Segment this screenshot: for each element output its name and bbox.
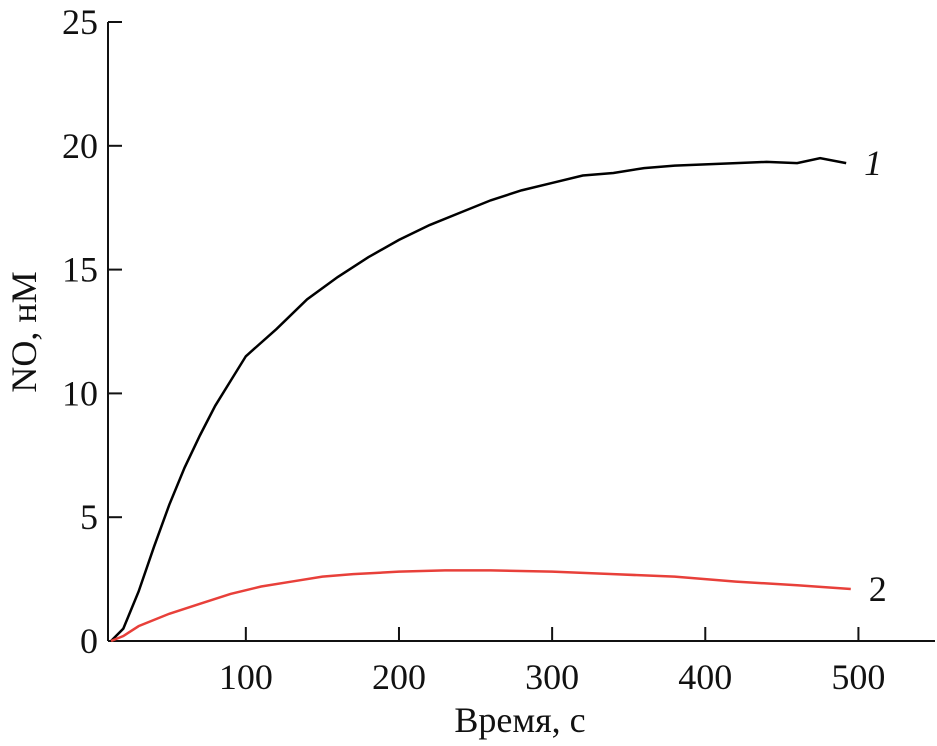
series-label: 1	[864, 143, 882, 183]
x-axis-label: Время, с	[454, 700, 585, 740]
x-tick-label: 500	[831, 657, 885, 697]
x-tick-label: 200	[372, 657, 426, 697]
x-tick-label: 100	[219, 657, 273, 697]
series-line	[110, 156, 847, 642]
series-label: 2	[869, 569, 887, 609]
y-tick-label: 20	[62, 126, 98, 166]
y-tick-label: 5	[80, 497, 98, 537]
y-axis-label: NO, нМ	[4, 271, 44, 392]
y-tick-label: 15	[62, 250, 98, 290]
y-tick-label: 10	[62, 373, 98, 413]
series-line	[110, 569, 851, 643]
y-tick-label: 25	[62, 2, 98, 42]
x-tick-label: 400	[678, 657, 732, 697]
y-tick-label: 0	[80, 621, 98, 661]
x-tick-label: 300	[525, 657, 579, 697]
